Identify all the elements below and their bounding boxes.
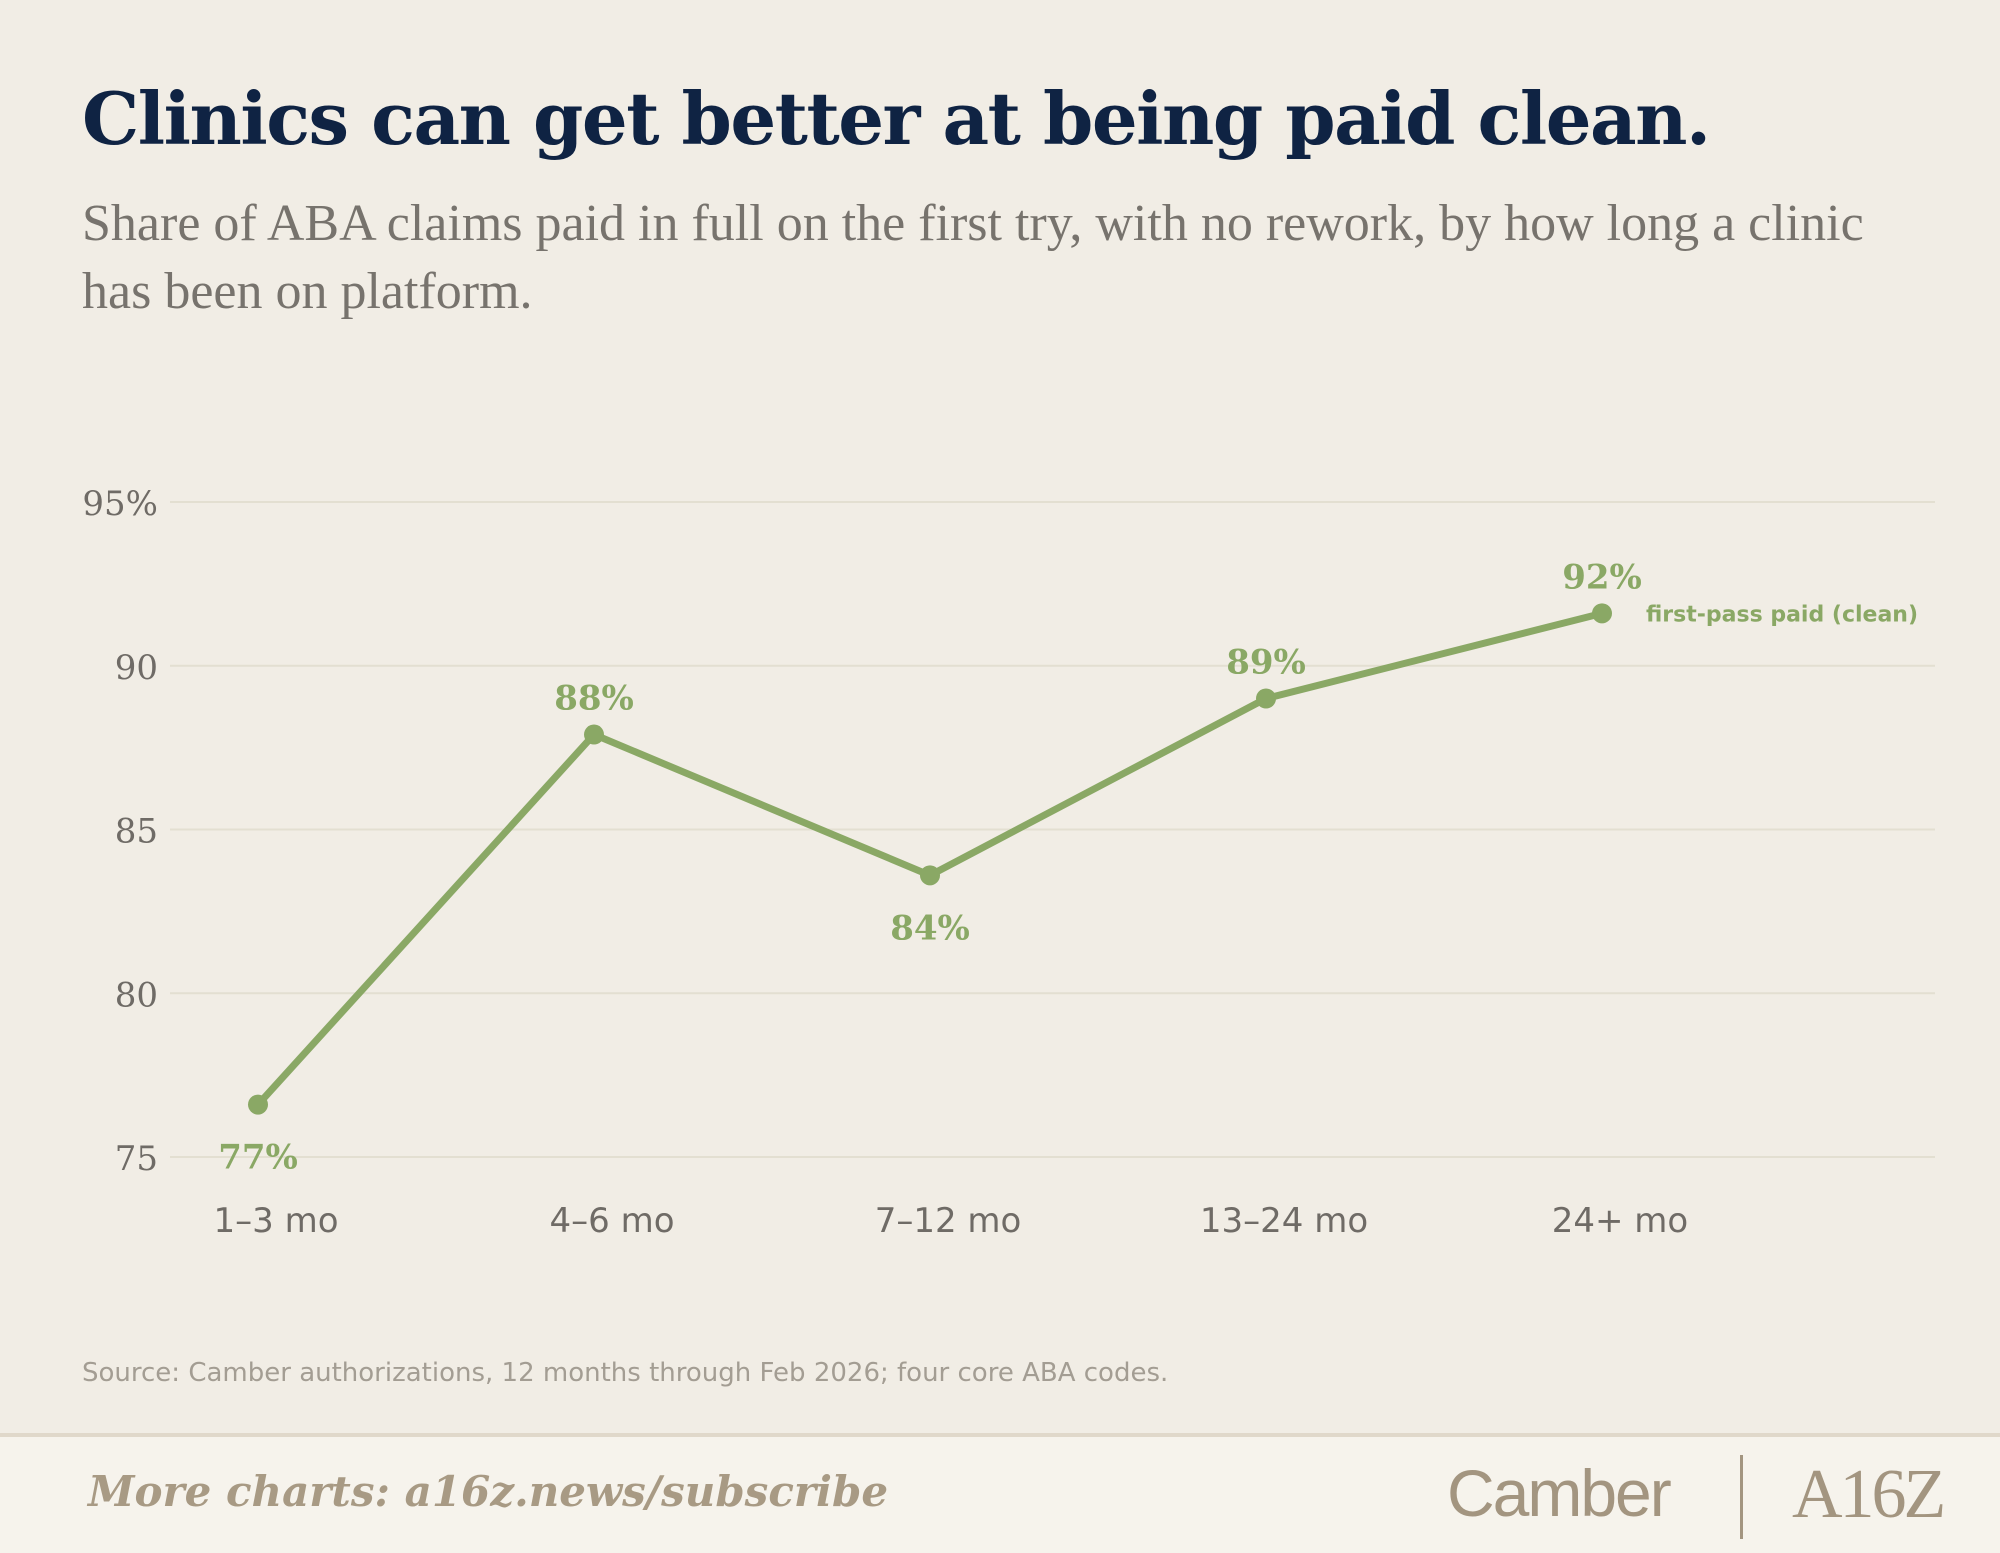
y-axis: 95% 90 85 80 75 bbox=[82, 484, 158, 1179]
source-note: Source: Camber authorizations, 12 months… bbox=[82, 1358, 1169, 1388]
data-label: 84% bbox=[890, 908, 970, 948]
x-axis: 1–3 mo 4–6 mo 7–12 mo 13–24 mo 24+ mo bbox=[214, 1201, 1689, 1241]
camber-logo: Camber bbox=[1447, 1456, 1672, 1530]
y-tick-label: 90 bbox=[115, 648, 158, 688]
y-tick-label: 75 bbox=[115, 1139, 158, 1179]
logo-divider bbox=[1740, 1455, 1743, 1539]
data-label: 77% bbox=[218, 1138, 298, 1178]
data-point bbox=[248, 1094, 268, 1115]
y-tick-label: 95% bbox=[82, 484, 158, 524]
x-tick-label: 13–24 mo bbox=[1200, 1201, 1368, 1241]
series-name-label: first-pass paid (clean) bbox=[1646, 602, 1918, 627]
x-tick-label: 7–12 mo bbox=[875, 1201, 1022, 1241]
y-tick-label: 80 bbox=[115, 975, 158, 1015]
a16z-logo: A16Z bbox=[1792, 1456, 1946, 1533]
data-point bbox=[1256, 688, 1276, 709]
data-label: 92% bbox=[1562, 557, 1642, 597]
y-tick-label: 85 bbox=[115, 812, 158, 852]
x-tick-label: 1–3 mo bbox=[214, 1201, 339, 1241]
gridlines bbox=[170, 501, 1935, 1158]
series-first-pass: 77% 88% 84% 89% 92%first-pass paid (clean) bbox=[218, 557, 1918, 1177]
chart-title: Clinics can get better at being paid cle… bbox=[82, 76, 1711, 161]
x-tick-label: 4–6 mo bbox=[550, 1201, 675, 1241]
x-tick-label: 24+ mo bbox=[1552, 1201, 1688, 1241]
footer: More charts: a16z.news/subscribe Camber … bbox=[0, 1433, 2000, 1553]
data-label: 89% bbox=[1226, 643, 1306, 683]
subscribe-link[interactable]: More charts: a16z.news/subscribe bbox=[88, 1467, 889, 1516]
data-label: 88% bbox=[554, 679, 634, 719]
chart-subtitle: Share of ABA claims paid in full on the … bbox=[82, 195, 1864, 320]
data-point bbox=[1592, 603, 1612, 624]
series-line bbox=[254, 609, 1606, 1109]
data-point bbox=[920, 865, 940, 886]
data-point bbox=[584, 724, 604, 745]
